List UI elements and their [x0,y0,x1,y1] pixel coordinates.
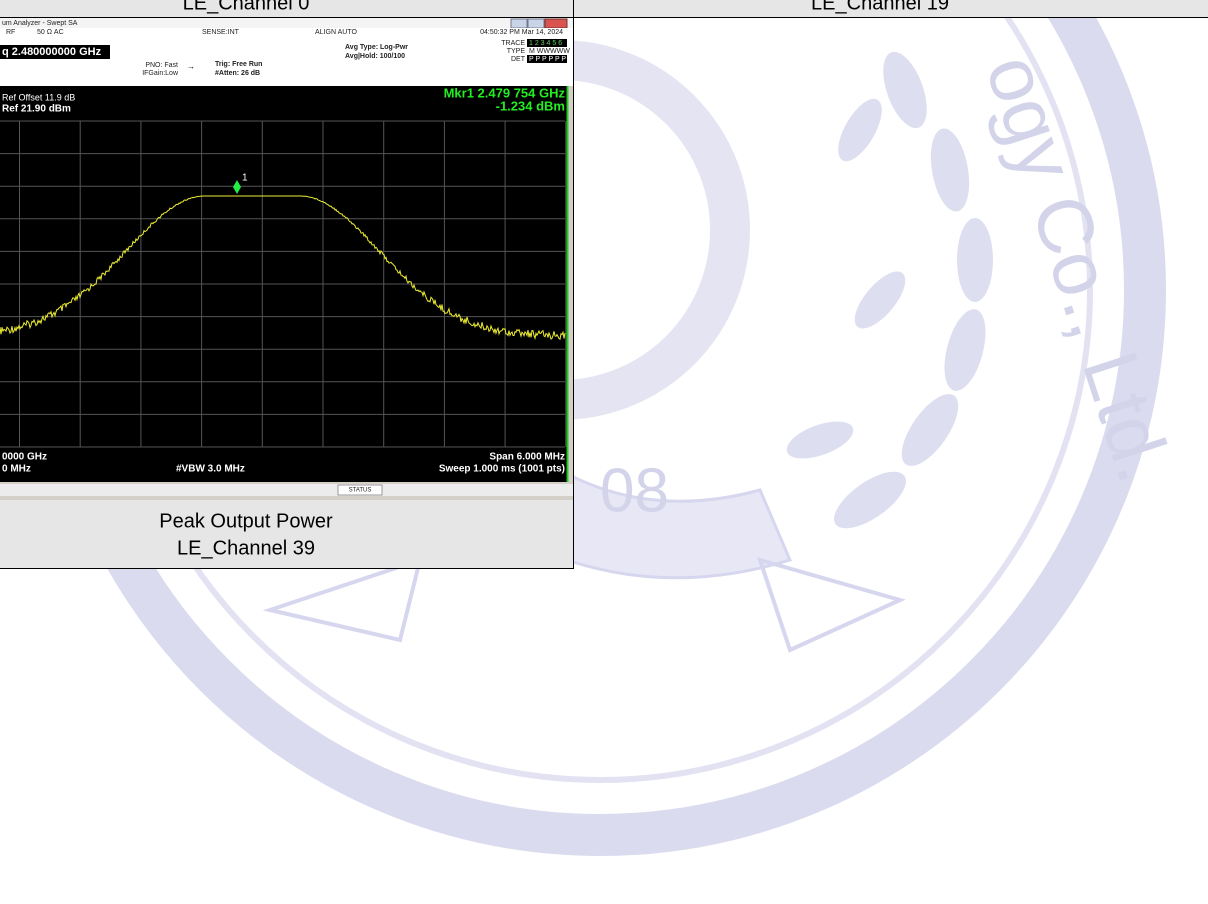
status-field: SENSE:INT [202,29,240,36]
avg-hold: Avg|Hold: 100/100 [345,53,405,60]
center-label: 0000 GHz [2,452,47,463]
det-label: DET [511,56,526,63]
vbw: #VBW 3.0 MHz [176,464,245,475]
status-field: ALIGN AUTO [315,29,357,36]
status-field: RF [6,29,15,36]
trace-label: TRACE [501,40,525,47]
caption-cell [0,500,573,568]
caption: Peak Output Power [159,510,333,532]
trigger: Trig: Free Run [215,61,262,68]
ref-offset: Ref Offset 11.9 dB [2,92,75,102]
trace [0,195,566,341]
marker-id: 1 [242,173,248,184]
type-value: M WWWWW [529,48,570,55]
attenuation: #Atten: 26 dB [215,70,260,77]
type-label: TYPE [507,48,526,55]
avg-type: Avg Type: Log-Pwr [345,44,408,51]
status-field: 50 Ω AC [37,29,64,36]
marker-frequency: Mkr1 2.479 754 GHz [444,85,566,100]
status-box: STATUS [349,488,372,494]
caption: LE_Channel 39 [177,537,315,559]
trace-numbers: 1 2 3 4 5 6 [529,40,562,47]
window-buttons [510,18,568,29]
pno: PNO: Fast [145,62,178,69]
ifgain: IFGain:Low [142,70,179,77]
caption-row [0,0,1208,17]
sweep: Sweep 1.000 ms (1001 pts) [439,464,565,475]
analyzer-screenshot: um Analyzer - Swept SA RF 50 Ω AC SENSE:… [0,18,573,500]
graticule [0,120,567,448]
window-title: um Analyzer - Swept SA [2,20,78,27]
status-field: 04:50:32 PM Mar 14, 2024 [480,29,563,36]
ref-level: Ref 21.90 dBm [2,104,71,115]
caption: LE_Channel 0 [183,0,310,14]
marker [233,180,241,194]
caption: LE_Channel 19 [811,0,949,14]
svg-text:→: → [187,62,195,71]
watermark-year: 08 [600,456,669,525]
center-frequency: q 2.480000000 GHz [2,46,102,58]
span: Span 6.000 MHz [489,452,565,463]
rbw: 0 MHz [2,464,31,475]
marker-level: -1.234 dBm [496,98,565,113]
det-value: P P P P P P [529,56,566,63]
